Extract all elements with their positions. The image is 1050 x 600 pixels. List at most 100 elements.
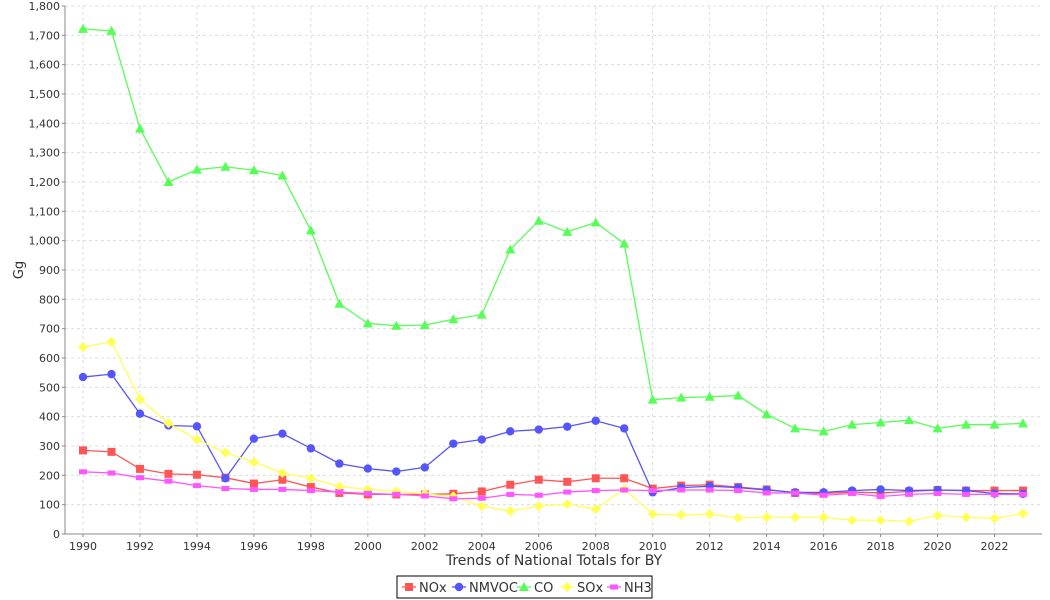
data-point	[818, 512, 829, 523]
y-tick-label: 600	[39, 352, 60, 365]
data-point	[305, 473, 316, 484]
x-tick-label: 2000	[354, 540, 382, 553]
data-point	[962, 491, 971, 497]
data-point	[192, 422, 202, 431]
data-point	[534, 475, 543, 484]
x-tick-label: 2002	[411, 540, 439, 553]
legend-label: CO	[534, 581, 553, 596]
data-point	[676, 509, 687, 520]
data-point	[249, 479, 258, 488]
data-point	[78, 372, 88, 382]
data-point	[335, 459, 344, 468]
series-line-nh3	[82, 471, 1023, 500]
legend-item-co: CO	[517, 581, 553, 596]
series-co	[78, 23, 1028, 436]
x-tick-label: 2008	[582, 540, 610, 553]
data-point	[248, 457, 259, 468]
data-point	[220, 161, 231, 171]
data-point	[932, 423, 943, 433]
data-point	[875, 417, 886, 427]
series-group	[78, 23, 1028, 527]
data-point	[221, 486, 230, 492]
data-point	[506, 427, 515, 436]
data-point	[306, 488, 315, 494]
data-point	[505, 506, 516, 517]
legend-item-nmvoc: NMVOC	[452, 581, 518, 596]
x-tick-label: 2012	[696, 540, 724, 553]
x-tick-label: 2010	[639, 540, 667, 553]
data-point	[620, 474, 629, 483]
data-point	[476, 501, 487, 512]
data-point	[591, 416, 600, 425]
series-sox	[78, 336, 1028, 527]
data-point	[676, 392, 687, 402]
x-tick-label: 2006	[525, 540, 553, 553]
data-point	[134, 394, 145, 405]
data-point	[476, 309, 487, 319]
x-tick-label: 2016	[810, 540, 838, 553]
data-point	[733, 512, 744, 523]
data-point	[647, 509, 658, 520]
data-point	[790, 423, 801, 433]
data-point	[734, 488, 743, 494]
x-tick-label: 2020	[924, 540, 952, 553]
data-point	[248, 165, 259, 175]
grid	[65, 5, 1042, 534]
data-point	[590, 217, 601, 227]
legend-label: NMVOC	[469, 581, 518, 596]
data-point	[79, 469, 87, 475]
data-point	[106, 25, 117, 35]
y-tick-label: 500	[39, 381, 60, 394]
x-tick-label: 1990	[69, 540, 97, 553]
data-point	[506, 480, 515, 489]
y-tick-label: 1,200	[29, 176, 61, 189]
data-point	[477, 495, 486, 501]
data-point	[733, 390, 744, 400]
data-point	[591, 474, 600, 483]
data-point	[420, 463, 430, 472]
data-point	[391, 320, 402, 330]
x-tick-label: 2022	[981, 540, 1009, 553]
data-point	[164, 469, 173, 478]
data-point	[107, 369, 116, 379]
data-point	[79, 446, 87, 455]
data-point	[420, 493, 429, 499]
data-point	[278, 475, 287, 484]
x-axis-label: Trends of National Totals for BY	[445, 553, 663, 569]
data-point	[790, 512, 801, 523]
legend-marker	[405, 583, 413, 591]
data-point	[1018, 508, 1028, 519]
legend-marker	[562, 582, 572, 592]
data-point	[134, 123, 145, 133]
y-tick-label: 1,000	[29, 235, 61, 248]
data-point	[477, 435, 486, 444]
y-tick-label: 800	[39, 293, 60, 306]
x-tick-label: 2014	[753, 540, 781, 553]
data-point	[677, 487, 686, 493]
data-point	[362, 318, 373, 328]
data-point	[164, 478, 173, 484]
data-point	[363, 491, 372, 497]
data-point	[876, 485, 885, 494]
data-point	[591, 488, 600, 494]
data-point	[533, 501, 544, 512]
legend-item-nh3: NH3	[607, 581, 652, 596]
data-point	[762, 490, 771, 496]
y-tick-label: 1,600	[29, 59, 61, 72]
data-point	[335, 489, 344, 495]
data-point	[905, 491, 914, 497]
data-point	[563, 422, 572, 431]
data-point	[563, 489, 572, 495]
data-point	[848, 491, 857, 497]
data-point	[619, 238, 630, 248]
data-point	[392, 467, 401, 476]
series-line-nox	[82, 449, 1023, 496]
data-point	[932, 510, 943, 521]
data-point	[990, 491, 999, 497]
legend-marker	[610, 584, 618, 590]
data-point	[107, 447, 116, 456]
legend-label: NOx	[419, 581, 447, 596]
series-nh3	[79, 469, 1027, 502]
data-point	[334, 481, 345, 492]
axes: 0 100 200 300 400 500 600 700 800 900 1,000 1,100 1,…	[29, 0, 1042, 553]
